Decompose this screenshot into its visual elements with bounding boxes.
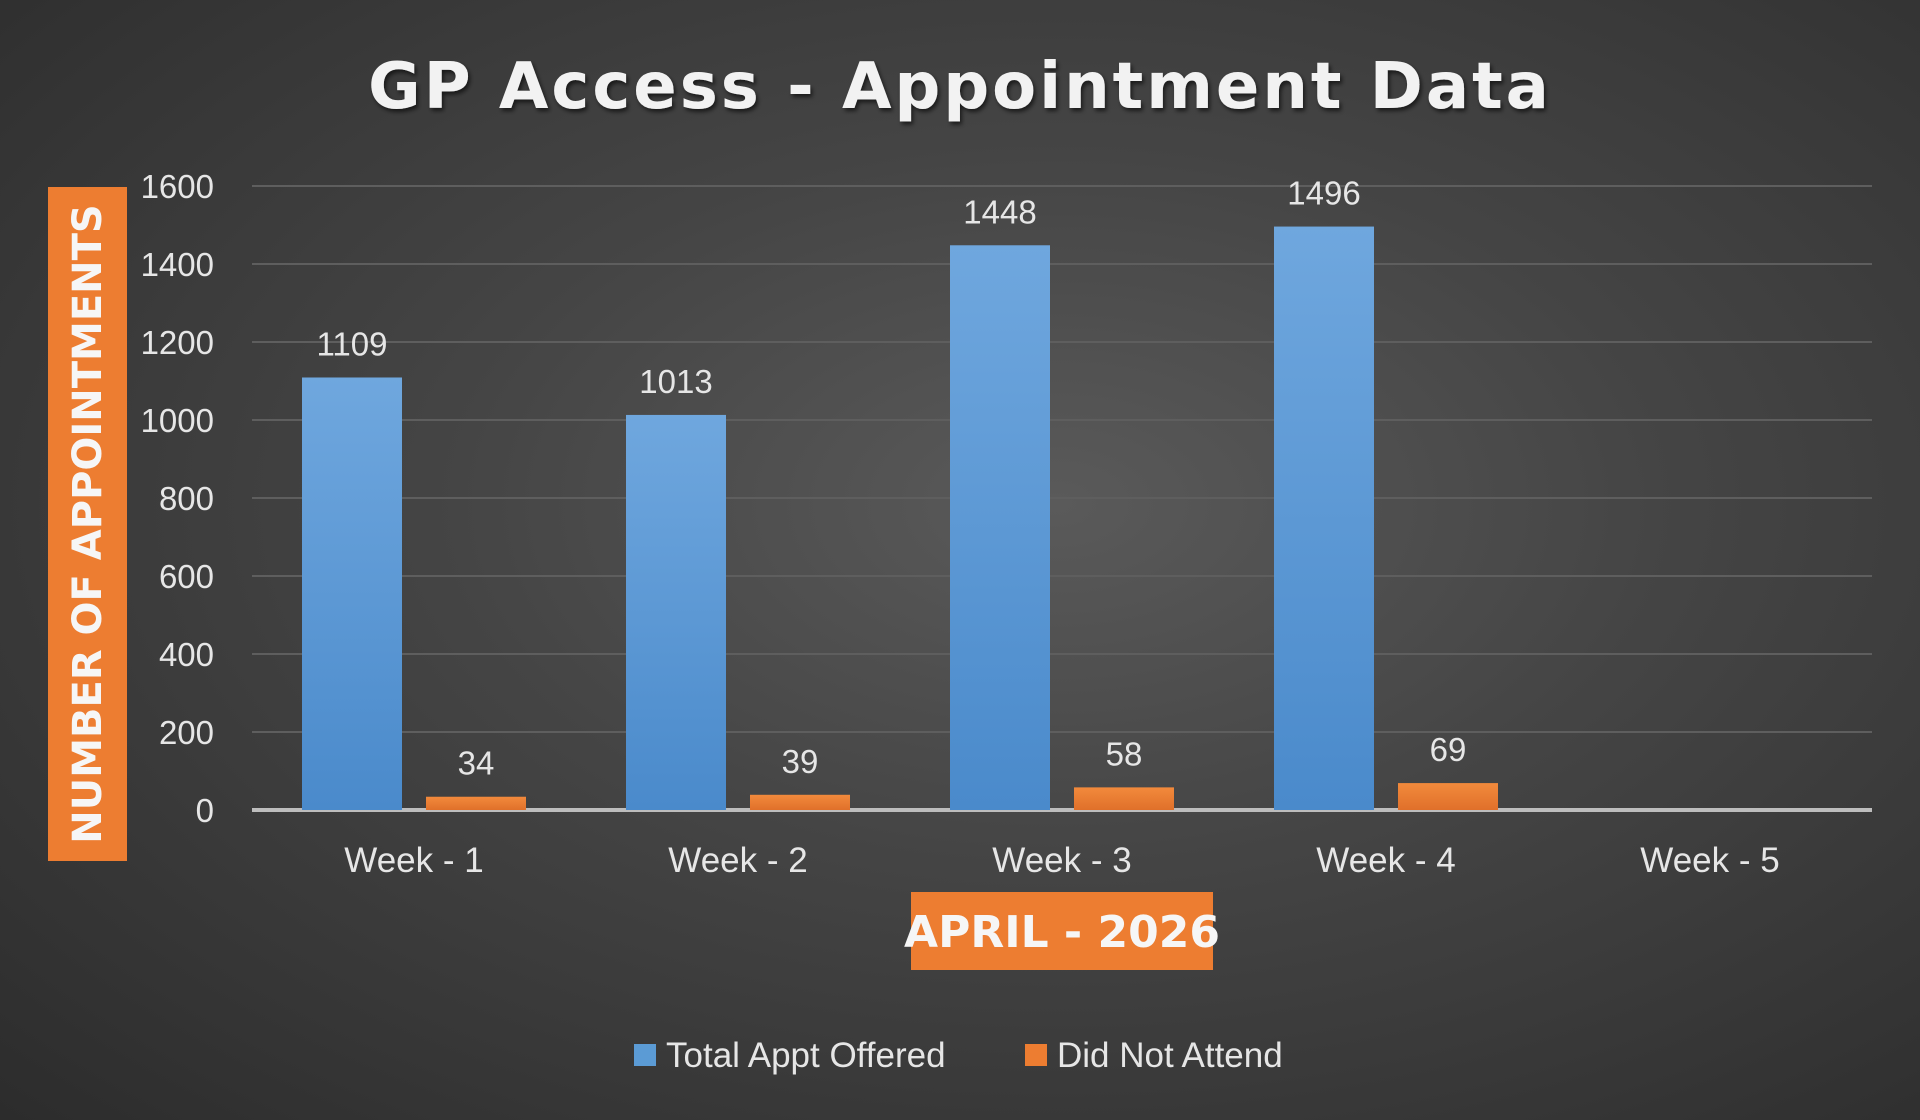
gridlines [252,185,1872,812]
y-axis-title: NUMBER OF APPOINTMENTS [48,187,127,861]
y-tick-label: 200 [159,714,214,751]
legend-swatch-did-not-attend [1025,1044,1047,1066]
x-tick-label: Week - 3 [992,841,1131,880]
data-label: 34 [458,745,495,782]
x-tick-label: Week - 1 [344,841,483,880]
y-tick-label: 1000 [141,402,214,439]
data-label: 1013 [639,363,712,400]
data-label: 39 [782,743,819,780]
y-tick-label: 800 [159,480,214,517]
bar-did-not-attend-2 [750,794,850,810]
x-axis-title-box [911,892,1213,970]
bar-did-not-attend-4 [1398,783,1498,810]
x-tick-label: Week - 2 [668,841,807,880]
y-axis-ticks: 0 200 400 600 800 1000 1200 1400 1600 [141,168,214,829]
chart-title: GP Access - Appointment Data [368,50,1552,124]
y-tick-label: 1200 [141,324,214,361]
y-axis-title-text: NUMBER OF APPOINTMENTS [65,204,111,844]
bar-did-not-attend-1 [426,796,526,810]
y-tick-label: 600 [159,558,214,595]
y-tick-label: 1600 [141,168,214,205]
legend-label-total-appt-offered: Total Appt Offered [666,1036,946,1075]
data-label: 1496 [1287,175,1360,212]
legend-swatch-total-appt-offered [634,1044,656,1066]
bar-total-appt-offered-2 [626,414,726,810]
bars [302,226,1498,810]
x-axis-title: APRIL - 2026 [904,892,1220,970]
x-tick-label: Week - 4 [1316,841,1455,880]
data-label: 58 [1106,735,1143,772]
y-tick-label: 0 [196,792,214,829]
data-label: 69 [1430,731,1467,768]
y-tick-label: 400 [159,636,214,673]
y-axis-title-box [48,187,127,861]
bar-total-appt-offered-3 [950,245,1050,810]
y-tick-label: 1400 [141,246,214,283]
data-labels: 1109 34 1013 39 1448 58 1496 69 [317,175,1467,782]
x-axis-ticks: Week - 1 Week - 2 Week - 3 Week - 4 Week - 5 [344,841,1779,880]
bar-total-appt-offered-1 [302,377,402,810]
x-tick-label: Week - 5 [1640,841,1779,880]
x-axis-title-text: APRIL - 2026 [904,907,1220,958]
legend-label-did-not-attend: Did Not Attend [1057,1036,1283,1075]
legend: Total Appt Offered Did Not Attend [634,1036,1283,1075]
data-label: 1448 [963,193,1036,230]
bar-did-not-attend-3 [1074,787,1174,810]
data-label: 1109 [317,325,388,362]
bar-total-appt-offered-4 [1274,226,1374,810]
